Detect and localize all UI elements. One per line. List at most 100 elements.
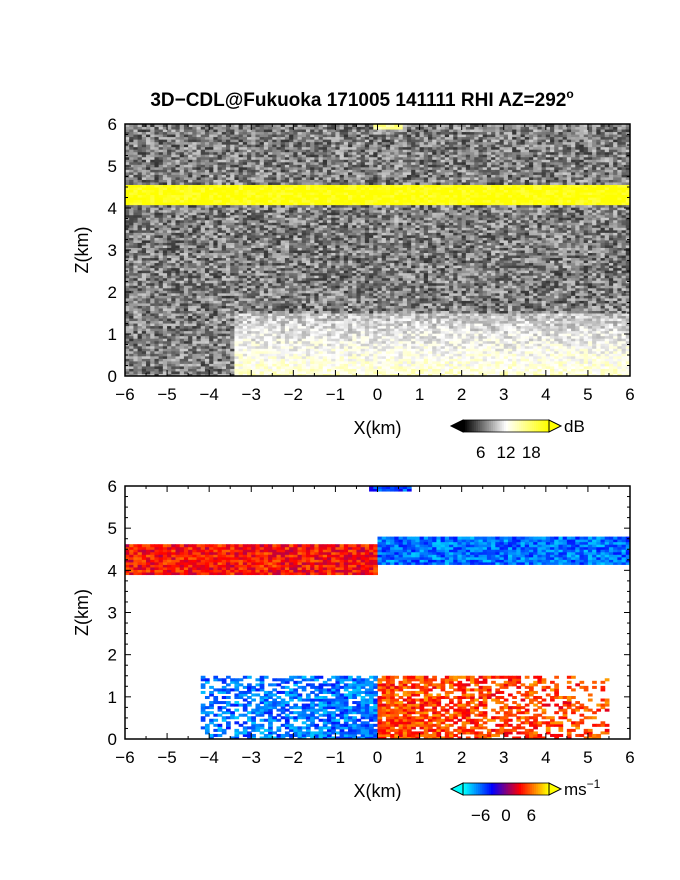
heatmap-cell — [146, 202, 151, 206]
heatmap-cell — [175, 189, 181, 193]
heatmap-cell — [183, 323, 189, 327]
heatmap-cell — [158, 320, 164, 324]
heatmap-cell — [217, 318, 223, 322]
heatmap-cell — [234, 217, 240, 221]
heatmap-cell — [133, 164, 139, 168]
heatmap-cell — [150, 255, 155, 259]
heatmap-cell — [158, 325, 164, 329]
heatmap-cell — [129, 350, 134, 354]
heatmap-cell — [125, 237, 130, 241]
heatmap-cell — [234, 292, 240, 296]
heatmap-cell — [238, 310, 244, 314]
heatmap-cell — [171, 207, 176, 211]
heatmap-cell — [133, 154, 139, 158]
heatmap-cell — [129, 207, 134, 211]
heatmap-cell — [213, 252, 219, 256]
heatmap-cell — [158, 217, 164, 221]
heatmap-cell — [200, 282, 206, 286]
heatmap-cell — [129, 300, 134, 304]
heatmap-cell — [213, 139, 219, 143]
heatmap-cell — [204, 260, 210, 264]
heatmap-cell — [221, 136, 227, 140]
heatmap-cell — [175, 179, 181, 183]
heatmap-cell — [175, 275, 181, 279]
heatmap-cell — [133, 124, 139, 128]
heatmap-cell — [125, 345, 130, 349]
heatmap-cell — [179, 171, 185, 175]
heatmap-cell — [217, 207, 223, 211]
heatmap-cell — [167, 171, 172, 175]
heatmap-cell — [162, 197, 168, 201]
heatmap-cell — [209, 194, 214, 198]
heatmap-cell — [200, 343, 206, 347]
heatmap-cell — [175, 302, 181, 306]
heatmap-cell — [192, 265, 198, 269]
heatmap-cell — [154, 166, 160, 170]
heatmap-cell — [188, 368, 193, 372]
heatmap-cell — [154, 151, 160, 155]
heatmap-cell — [171, 214, 176, 218]
heatmap-cell — [238, 370, 244, 374]
heatmap-cell — [141, 197, 147, 201]
heatmap-cell — [146, 280, 151, 284]
heatmap-cell — [188, 192, 193, 196]
heatmap-cell — [137, 368, 143, 372]
heatmap-cell — [209, 282, 214, 286]
heatmap-cell — [137, 146, 143, 150]
heatmap-cell — [162, 214, 168, 218]
heatmap-cell — [200, 338, 206, 342]
heatmap-cell — [242, 151, 248, 155]
heatmap-cell — [234, 302, 240, 306]
heatmap-cell — [179, 192, 185, 196]
heatmap-cell — [238, 199, 244, 203]
heatmap-cell — [141, 280, 147, 284]
heatmap-cell — [242, 126, 248, 130]
heatmap-cell — [158, 242, 164, 246]
heatmap-cell — [196, 136, 202, 140]
heatmap-cell — [179, 365, 185, 369]
heatmap-cell — [230, 280, 235, 284]
heatmap-cell — [162, 222, 168, 226]
heatmap-cell — [133, 313, 139, 317]
heatmap-cell — [150, 212, 155, 216]
heatmap-cell — [167, 360, 172, 364]
heatmap-cell — [242, 328, 248, 332]
heatmap-cell — [192, 129, 198, 133]
heatmap-cell — [125, 270, 130, 274]
heatmap-cell — [238, 302, 244, 306]
heatmap-cell — [162, 227, 168, 231]
heatmap-cell — [204, 315, 210, 319]
heatmap-cell — [162, 373, 168, 377]
heatmap-cell — [192, 302, 198, 306]
heatmap-cell — [192, 260, 198, 264]
heatmap-cell — [141, 370, 147, 374]
heatmap-cell — [129, 343, 134, 347]
heatmap-cell — [167, 222, 172, 226]
heatmap-cell — [209, 297, 214, 301]
heatmap-cell — [175, 320, 181, 324]
heatmap-cell — [192, 297, 198, 301]
heatmap-cell — [213, 144, 219, 148]
heatmap-cell — [167, 325, 172, 329]
heatmap-cell — [192, 292, 198, 296]
heatmap-cell — [209, 257, 214, 261]
heatmap-cell — [150, 350, 155, 354]
heatmap-cell — [179, 169, 185, 173]
heatmap-cell — [129, 124, 134, 128]
heatmap-cell — [150, 242, 155, 246]
heatmap-cell — [238, 146, 244, 150]
heatmap-cell — [242, 224, 248, 228]
heatmap-cell — [188, 300, 193, 304]
heatmap-cell — [162, 297, 168, 301]
heatmap-cell — [146, 139, 151, 143]
heatmap-cell — [238, 232, 244, 236]
heatmap-cell — [247, 297, 252, 301]
heatmap-cell — [150, 179, 155, 183]
heatmap-cell — [204, 204, 210, 208]
heatmap-cell — [230, 212, 235, 216]
heatmap-cell — [129, 139, 134, 143]
heatmap-cell — [230, 149, 235, 153]
heatmap-cell — [226, 340, 231, 344]
heatmap-cell — [238, 222, 244, 226]
heatmap-cell — [171, 275, 176, 279]
